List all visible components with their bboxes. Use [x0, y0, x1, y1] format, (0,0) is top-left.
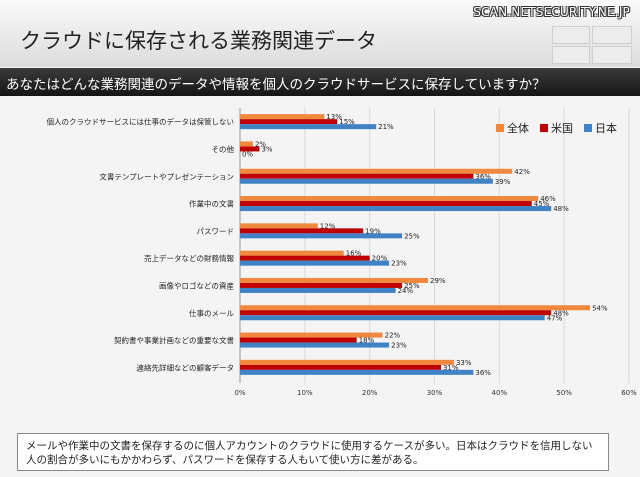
bar-1-9: [240, 364, 441, 370]
data-label-1-7: 48%: [553, 309, 569, 317]
x-tick-label-50: 50%: [556, 389, 572, 397]
legend-swatch-0: [496, 124, 504, 132]
data-label-0-4: 12%: [320, 222, 336, 230]
bar-2-4: [240, 233, 403, 239]
category-label-2: 文書テンプレートやプレゼンテーション: [99, 171, 234, 181]
data-label-2-0: 21%: [378, 123, 394, 131]
data-label-0-8: 22%: [385, 332, 401, 340]
bar-1-8: [240, 337, 357, 343]
x-tick-label-40: 40%: [492, 389, 508, 397]
chart-area: 0% 10% 20% 30% 40% 50% 60% 個人のクラウドサービスには仕事のデータは…: [0, 100, 640, 430]
data-label-0-9: 33%: [456, 359, 472, 367]
data-label-1-4: 19%: [365, 227, 381, 235]
survey-question: あなたはどんな業務関連のデータや情報を個人のクラウドサービスに保存していますか？: [6, 77, 546, 93]
data-label-0-5: 16%: [346, 250, 362, 258]
bar-2-2: [240, 178, 493, 184]
category-label-4: パスワード: [197, 227, 235, 236]
x-tick-label-0: 0%: [234, 389, 245, 397]
bar-0-6: [240, 277, 429, 283]
data-label-2-3: 48%: [553, 205, 569, 213]
category-label-8: 契約書や事業計画などの重要な文書: [114, 335, 234, 345]
data-label-2-8: 23%: [391, 342, 407, 350]
bar-0-8: [240, 332, 383, 338]
x-tick-label-60: 60%: [621, 389, 637, 397]
bar-1-2: [240, 173, 474, 179]
bar-0-9: [240, 359, 454, 365]
bar-2-3: [240, 206, 552, 212]
bar-2-9: [240, 369, 474, 375]
data-label-2-9: 36%: [475, 369, 491, 377]
category-label-6: 画像やロゴなどの資産: [159, 280, 234, 290]
bar-1-4: [240, 228, 364, 234]
bar-1-6: [240, 282, 403, 288]
bar-2-5: [240, 260, 390, 266]
data-label-1-0: 15%: [339, 118, 355, 126]
bar-1-3: [240, 201, 532, 207]
bar-2-7: [240, 315, 545, 321]
header-decoration: [552, 26, 632, 64]
category-label-5: 売上データなどの財務情報: [144, 253, 234, 263]
data-label-0-3: 46%: [540, 195, 556, 203]
data-label-0-6: 29%: [430, 277, 446, 285]
bar-1-7: [240, 310, 552, 316]
data-label-2-2: 39%: [495, 178, 511, 186]
bar-0-7: [240, 305, 591, 311]
data-label-0-7: 54%: [592, 304, 608, 312]
data-label-0-0: 13%: [326, 113, 342, 121]
site-watermark: SCAN.NETSECURITY.NE.JP: [473, 5, 630, 19]
category-label-9: 連絡先詳細などの顧客データ: [137, 362, 235, 372]
category-label-1: その他: [212, 144, 235, 154]
bar-0-2: [240, 168, 513, 174]
category-label-7: 仕事のメール: [189, 308, 234, 318]
bar-2-6: [240, 287, 396, 293]
bar-2-8: [240, 342, 390, 348]
data-label-1-8: 18%: [359, 337, 375, 345]
data-label-1-3: 45%: [534, 200, 550, 208]
legend-label-1: 米国: [551, 122, 573, 135]
bar-1-1: [240, 146, 260, 152]
data-label-2-7: 47%: [547, 314, 563, 322]
data-label-1-1: 3%: [261, 145, 272, 153]
data-label-2-4: 25%: [404, 232, 420, 240]
bar-0-1: [240, 141, 253, 147]
data-label-0-2: 42%: [514, 168, 530, 176]
bar-0-3: [240, 196, 539, 202]
bar-1-0: [240, 119, 338, 125]
bar-2-0: [240, 124, 377, 130]
header: SCAN.NETSECURITY.NE.JP クラウドに保存される業務関連データ: [0, 0, 640, 67]
category-label-0: 個人のクラウドサービスには仕事のデータは保管しない: [47, 117, 235, 127]
bar-0-4: [240, 223, 318, 229]
page-title: クラウドに保存される業務関連データ: [20, 29, 377, 53]
bar-0-0: [240, 114, 325, 120]
question-bar: あなたはどんな業務関連のデータや情報を個人のクラウドサービスに保存していますか？: [0, 68, 640, 96]
bar-1-5: [240, 255, 370, 261]
data-label-1-5: 20%: [372, 255, 388, 263]
summary-note: メールや作業中の文書を保存するのに個人アカウントのクラウドに使用するケースが多い…: [17, 433, 609, 471]
data-label-2-6: 24%: [398, 287, 414, 295]
data-label-1-2: 36%: [475, 173, 491, 181]
data-label-0-1: 2%: [255, 140, 266, 148]
bar-0-5: [240, 250, 344, 256]
x-tick-label-10: 10%: [297, 389, 313, 397]
legend-label-2: 日本: [595, 121, 617, 135]
data-label-2-1: 0%: [242, 150, 253, 158]
data-label-1-9: 31%: [443, 364, 459, 372]
x-tick-label-30: 30%: [427, 389, 443, 397]
bar-chart: 0% 10% 20% 30% 40% 50% 60% 個人のクラウドサービスには仕事のデータは…: [47, 108, 637, 397]
data-label-2-5: 23%: [391, 260, 407, 268]
legend-swatch-1: [540, 124, 548, 132]
legend-swatch-2: [584, 124, 592, 132]
x-tick-label-20: 20%: [362, 389, 378, 397]
legend-label-0: 全体: [507, 121, 529, 135]
data-label-1-6: 25%: [404, 282, 420, 290]
category-label-3: 作業中の文書: [189, 199, 234, 209]
